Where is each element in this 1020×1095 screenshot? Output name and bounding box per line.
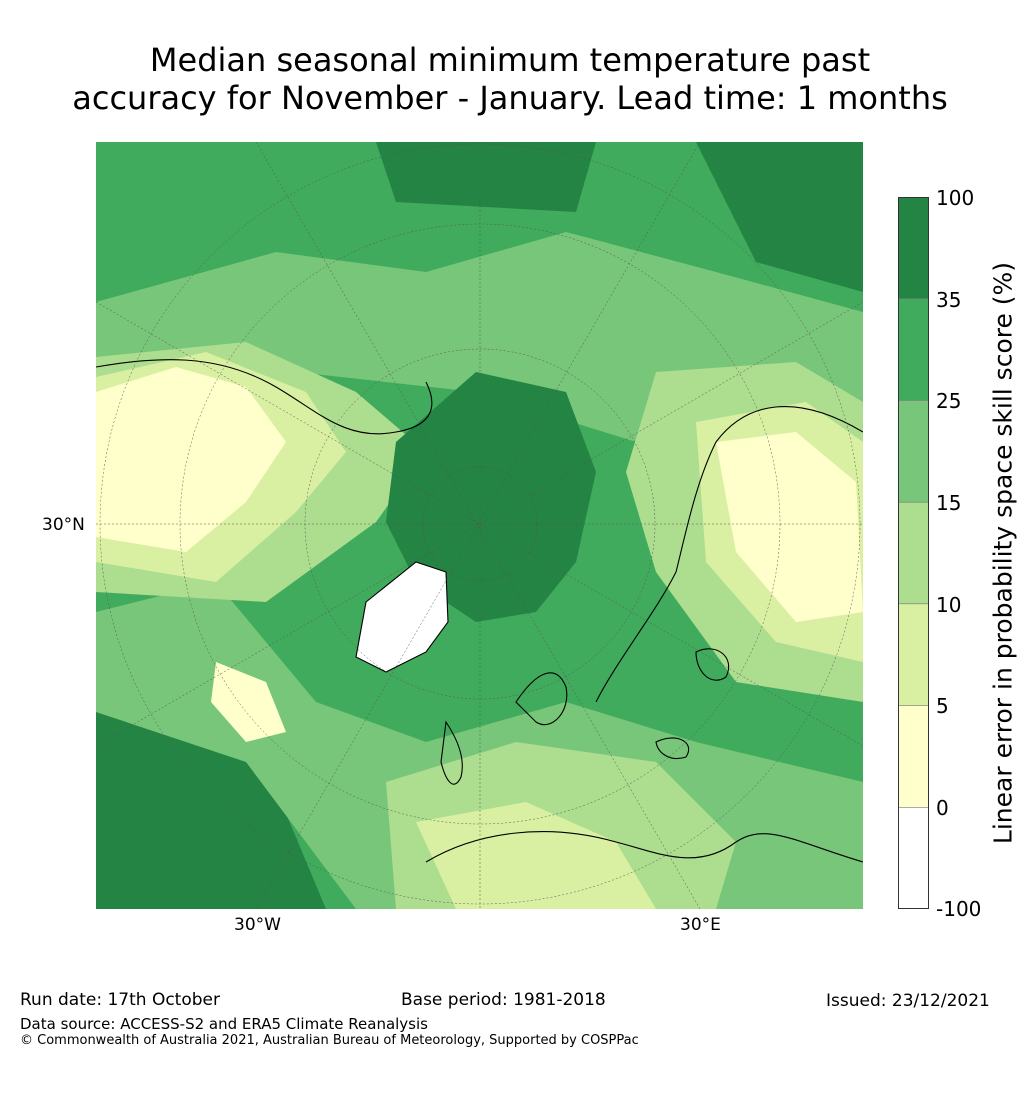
colorbar-tick-label: -100 bbox=[936, 897, 982, 921]
colorbar-tick-label: 35 bbox=[936, 288, 962, 312]
lat-label-30n: 30°N bbox=[42, 515, 85, 535]
colorbar-bin bbox=[898, 400, 929, 503]
skill-score-map bbox=[96, 142, 863, 909]
chart-title-line-1: Median seasonal minimum temperature past bbox=[149, 41, 871, 79]
lon-label-30e: 30°E bbox=[680, 915, 721, 935]
chart-title-line-2: accuracy for November - January. Lead ti… bbox=[72, 79, 948, 117]
region-greenland bbox=[356, 562, 448, 672]
coast-black-sea bbox=[655, 737, 689, 760]
colorbar-bin bbox=[898, 603, 929, 706]
data-source: Data source: ACCESS-S2 and ERA5 Climate … bbox=[20, 1015, 428, 1033]
copyright: © Commonwealth of Australia 2021, Austra… bbox=[20, 1033, 639, 1048]
region-arctic bbox=[386, 372, 596, 622]
colorbar-title: Linear error in probability space skill … bbox=[988, 261, 1018, 845]
colorbar-tick-label: 0 bbox=[936, 796, 949, 820]
colorbar-bin bbox=[898, 705, 929, 808]
region-europe-pale bbox=[416, 802, 656, 909]
coast-uk bbox=[440, 720, 463, 785]
colorbar-tick-label: 10 bbox=[936, 593, 962, 617]
colorbar bbox=[898, 197, 929, 909]
region-siberia-cream bbox=[716, 432, 863, 622]
coast-mediterranean bbox=[425, 831, 863, 863]
colorbar-tick-label: 15 bbox=[936, 491, 962, 515]
coast-scandinavia bbox=[515, 672, 568, 726]
region-sw-ocean bbox=[96, 702, 326, 909]
coast-eurasia-north bbox=[595, 405, 863, 703]
region-alaska-cream bbox=[211, 662, 286, 742]
run-date: Run date: 17th October bbox=[20, 990, 220, 1010]
colorbar-bin bbox=[898, 298, 929, 401]
colorbar-bin bbox=[898, 807, 929, 909]
coastlines bbox=[96, 359, 863, 863]
coast-caspian bbox=[695, 648, 730, 681]
skill-regions bbox=[96, 142, 863, 909]
region-canada-cream bbox=[96, 367, 286, 552]
region-n-ocean bbox=[376, 142, 596, 212]
coast-north-america bbox=[96, 359, 433, 435]
colorbar-frame bbox=[898, 197, 929, 909]
region-ne-ocean bbox=[696, 142, 863, 292]
colorbar-tick-label: 25 bbox=[936, 389, 962, 413]
colorbar-tick-label: 100 bbox=[936, 186, 975, 210]
base-period: Base period: 1981-2018 bbox=[401, 990, 606, 1010]
colorbar-bin bbox=[898, 197, 929, 299]
colorbar-bin bbox=[898, 502, 929, 604]
coast-greenland bbox=[355, 561, 449, 673]
colorbar-tick-label: 5 bbox=[936, 694, 949, 718]
issued-date: Issued: 23/12/2021 bbox=[826, 991, 990, 1011]
lon-label-30w: 30°W bbox=[234, 915, 281, 935]
graticule bbox=[96, 142, 863, 909]
